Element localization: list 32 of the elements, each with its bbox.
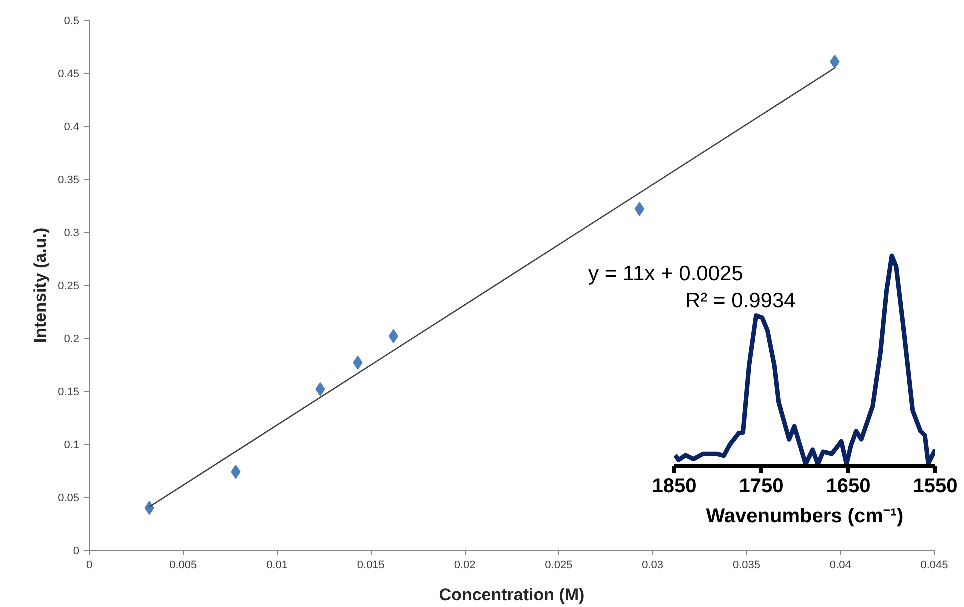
x-tick-label: 1750 <box>739 476 784 498</box>
x-tick-label: 0.03 <box>642 560 664 572</box>
point <box>634 202 645 216</box>
x-tick-label: 0.005 <box>170 560 198 572</box>
y-tick-label: 0.2 <box>64 334 80 346</box>
y-tick-label: 0.4 <box>64 122 80 134</box>
annotation: R² = 0.9934 <box>686 290 796 312</box>
x-tick-label: 0 <box>86 560 93 572</box>
x-tick-label: 1850 <box>652 476 697 498</box>
y-tick-label: 0.1 <box>64 440 80 452</box>
x-tick-label: 0.035 <box>732 560 760 572</box>
x-tick-label: 0.045 <box>920 560 948 572</box>
y-tick-label: 0.35 <box>58 174 80 186</box>
y-tick-label: 0.05 <box>58 492 80 504</box>
x-tick-label: 1550 <box>913 476 958 498</box>
y-tick-label: 0 <box>73 546 80 558</box>
y-tick-label: 0.3 <box>64 228 80 240</box>
x-axis-title: Wavenumbers (cm⁻¹) <box>706 506 904 528</box>
x-tick-label: 0.015 <box>357 560 385 572</box>
x-tick-label: 0.02 <box>454 560 476 572</box>
y-tick-label: 0.15 <box>58 386 80 398</box>
y-tick-label: 0.5 <box>64 16 80 28</box>
y-tick-label: 0.45 <box>58 68 80 80</box>
point <box>388 329 399 344</box>
x-axis-title: Concentration (M) <box>439 586 585 604</box>
y-tick-label: 0.25 <box>58 280 80 292</box>
x-tick-label: 0.025 <box>545 560 573 572</box>
x-tick-label: 0.04 <box>830 560 852 572</box>
y-axis-title: Intensity (a.u.) <box>31 228 50 344</box>
annotation: y = 11x + 0.0025 <box>588 262 744 286</box>
x-tick-label: 0.01 <box>266 560 288 572</box>
x-tick-label: 1650 <box>826 476 871 498</box>
